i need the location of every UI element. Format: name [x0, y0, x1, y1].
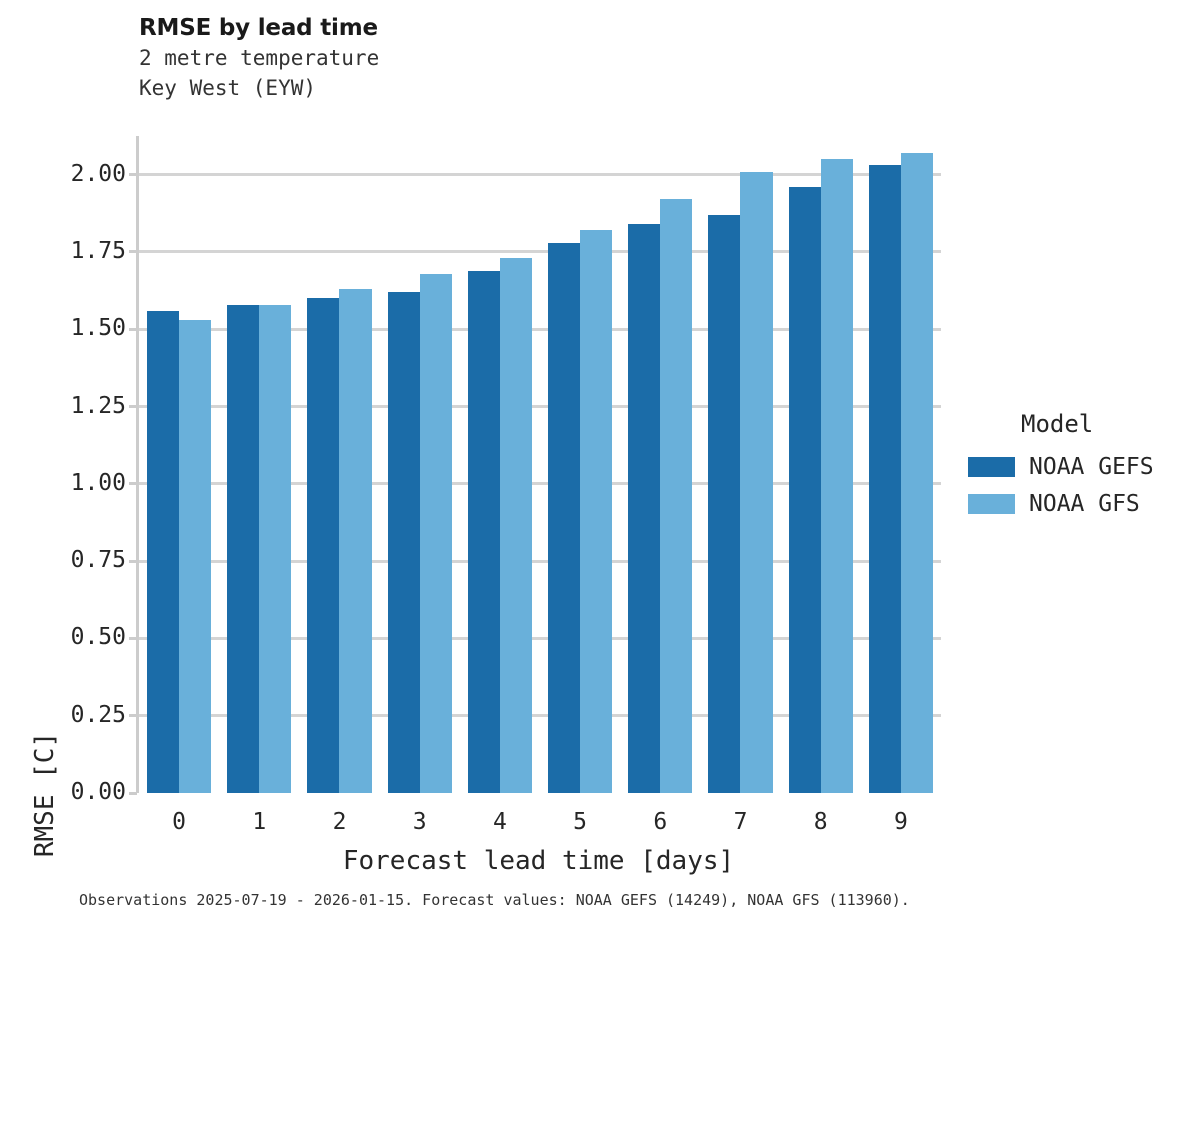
bar[interactable] — [628, 224, 661, 793]
bar[interactable] — [227, 304, 260, 793]
y-axis-tick — [129, 791, 137, 795]
x-axis-tick-label: 0 — [172, 809, 187, 835]
bar[interactable] — [740, 171, 773, 793]
legend: Model NOAA GEFS NOAA GFS — [968, 410, 1183, 528]
gridline — [139, 482, 941, 486]
legend-swatch-icon — [968, 494, 1015, 514]
y-axis-tick-labels: 0.00 0.25 0.50 0.75 1.00 1.25 1.50 1.75 2.00 — [12, 136, 126, 803]
page-title: RMSE by lead time — [139, 15, 378, 41]
chart-subtitle-station: Key West (EYW) — [139, 76, 317, 100]
y-axis-tick — [129, 405, 137, 409]
y-axis-title: RMSE [C] — [30, 731, 60, 858]
y-axis-tick-label: 2.00 — [70, 160, 126, 187]
bar-group — [548, 136, 613, 793]
x-axis-tick-label: 7 — [733, 809, 748, 835]
legend-item-label: NOAA GEFS — [1029, 454, 1154, 480]
x-axis: 0 1 2 3 4 5 6 7 8 9 Forecast lead time [days] — [136, 793, 941, 893]
y-axis-tick — [129, 559, 137, 563]
gridline — [139, 327, 941, 331]
bar[interactable] — [548, 242, 581, 793]
gridline — [139, 714, 941, 718]
bar[interactable] — [820, 159, 853, 793]
bar[interactable] — [708, 214, 741, 793]
legend-item[interactable]: NOAA GFS — [968, 491, 1183, 517]
bar-group — [387, 136, 452, 793]
footer-note: Observations 2025-07-19 - 2026-01-15. Fo… — [79, 891, 910, 909]
bar[interactable] — [147, 310, 180, 793]
bar-group — [708, 136, 773, 793]
bar[interactable] — [499, 258, 532, 793]
chart-subtitle-variable: 2 metre temperature — [139, 46, 380, 70]
bar-group — [788, 136, 853, 793]
x-axis-tick-label: 3 — [412, 809, 427, 835]
bar[interactable] — [387, 292, 420, 793]
x-axis-tick-label: 1 — [252, 809, 267, 835]
gridline — [139, 173, 941, 177]
x-axis-tick-label: 6 — [653, 809, 668, 835]
y-axis-tick-label: 0.50 — [70, 624, 126, 651]
x-axis-tick-label: 9 — [893, 809, 908, 835]
title-block: RMSE by lead time 2 metre temperature Ke… — [139, 14, 939, 103]
bars-layer — [139, 136, 941, 793]
y-axis-tick-label: 0.00 — [70, 779, 126, 805]
plot-area: 0.00 0.25 0.50 0.75 1.00 1.25 1.50 1.75 2.00 — [71, 136, 941, 804]
y-axis-tick — [129, 714, 137, 718]
bar[interactable] — [339, 289, 372, 793]
y-axis-tick-label: 0.25 — [70, 701, 126, 728]
gridline — [139, 559, 941, 563]
gridline — [139, 405, 941, 409]
y-axis-tick — [129, 636, 137, 640]
y-axis-tick-label: 1.75 — [70, 237, 126, 264]
y-axis-tick — [129, 327, 137, 331]
x-axis-tick-label: 2 — [332, 809, 347, 835]
y-axis-tick-label: 0.75 — [70, 547, 126, 574]
bar[interactable] — [467, 270, 500, 793]
y-axis-tick-label: 1.00 — [70, 469, 126, 496]
legend-item-label: NOAA GFS — [1029, 491, 1140, 517]
bar[interactable] — [259, 304, 292, 793]
legend-item[interactable]: NOAA GEFS — [968, 454, 1183, 480]
y-axis-tick-label: 1.50 — [70, 315, 126, 342]
bar[interactable] — [307, 298, 340, 793]
bar-group — [147, 136, 212, 793]
y-axis-tick-label: 1.25 — [70, 392, 126, 419]
legend-items: NOAA GEFS NOAA GFS — [968, 454, 1183, 517]
legend-title: Model — [1021, 410, 1094, 438]
x-axis-title: Forecast lead time [days] — [342, 846, 735, 876]
x-axis-tick-label: 8 — [813, 809, 828, 835]
bar[interactable] — [868, 165, 901, 793]
bar[interactable] — [179, 319, 212, 793]
bar[interactable] — [580, 230, 613, 793]
x-axis-tick-label: 5 — [573, 809, 588, 835]
bar[interactable] — [788, 187, 821, 793]
bar-group — [467, 136, 532, 793]
legend-swatch-icon — [968, 457, 1015, 477]
y-axis-spine — [136, 136, 139, 793]
y-axis-tick — [129, 173, 137, 177]
gridline — [139, 636, 941, 640]
bar-group — [628, 136, 693, 793]
bar[interactable] — [900, 153, 933, 793]
y-axis-tick — [129, 250, 137, 254]
bar-group — [307, 136, 372, 793]
y-axis-tick — [129, 482, 137, 486]
bar[interactable] — [419, 273, 452, 793]
bar-group — [227, 136, 292, 793]
bar-group — [868, 136, 933, 793]
x-axis-tick-label: 4 — [492, 809, 507, 835]
bar[interactable] — [660, 199, 693, 793]
gridline — [139, 250, 941, 254]
